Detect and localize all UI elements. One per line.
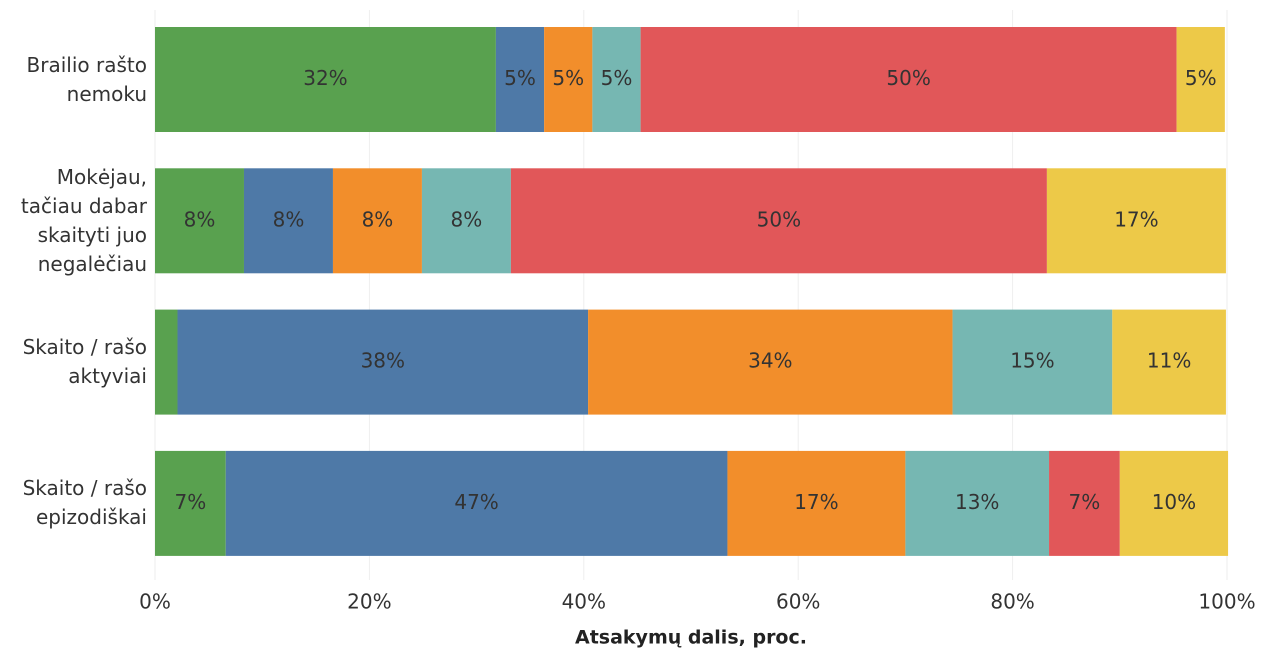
data-label: 17% xyxy=(1114,207,1158,231)
x-tick-label: 0% xyxy=(139,590,171,614)
data-label: 7% xyxy=(175,490,207,514)
data-label: 5% xyxy=(552,66,584,90)
category-label: Skaito / rašo aktyviai xyxy=(22,335,147,389)
data-label: 47% xyxy=(454,490,498,514)
bar-segment xyxy=(640,27,1177,132)
data-label: 13% xyxy=(955,490,999,514)
data-label: 50% xyxy=(757,207,801,231)
bar-segment xyxy=(1176,27,1225,132)
bar-segment xyxy=(727,450,906,556)
data-label: 50% xyxy=(886,66,930,90)
data-label: 34% xyxy=(748,349,792,373)
x-tick-label: 80% xyxy=(990,590,1034,614)
bar-segment xyxy=(588,309,953,415)
data-label: 10% xyxy=(1152,490,1196,514)
data-label: 32% xyxy=(303,66,347,90)
category-label: Mokėjau, tačiau dabar skaityti juo negal… xyxy=(20,164,147,276)
bar-segment xyxy=(155,27,496,132)
bar-segment xyxy=(177,309,589,415)
bar-segment xyxy=(421,168,511,274)
data-label: 5% xyxy=(1185,66,1217,90)
data-label: 17% xyxy=(794,490,838,514)
bar-segment xyxy=(243,168,333,274)
bar-segment xyxy=(1049,450,1120,556)
bar-segment xyxy=(1119,450,1229,556)
data-label: 11% xyxy=(1147,349,1191,373)
bar-segment xyxy=(1112,309,1226,415)
bar-segment xyxy=(1046,168,1226,274)
bar-segment xyxy=(332,168,422,274)
x-tick-label: 100% xyxy=(1198,590,1255,614)
x-tick-label: 20% xyxy=(347,590,391,614)
x-tick-label: 40% xyxy=(562,590,606,614)
bar-segment xyxy=(155,309,178,415)
bar-segment xyxy=(225,450,728,556)
x-tick-label: 60% xyxy=(776,590,820,614)
bar-segment xyxy=(544,27,593,132)
bar-segment xyxy=(905,450,1050,556)
category-label: Skaito / rašo epizodiškai xyxy=(22,476,147,530)
data-label: 8% xyxy=(184,207,216,231)
data-label: 5% xyxy=(504,66,536,90)
data-label: 8% xyxy=(362,207,394,231)
bar-segment xyxy=(155,450,226,556)
data-label: 38% xyxy=(361,349,405,373)
data-label: 7% xyxy=(1069,490,1101,514)
data-label: 8% xyxy=(273,207,305,231)
data-label: 15% xyxy=(1010,349,1054,373)
bar-segment xyxy=(592,27,641,132)
bar-segment xyxy=(155,168,244,274)
bar-segment xyxy=(510,168,1047,274)
bar-segment xyxy=(495,27,545,132)
category-label: Brailio rašto nemoku xyxy=(26,52,147,106)
data-label: 8% xyxy=(451,207,483,231)
bar-segment xyxy=(952,309,1113,415)
x-axis-label: Atsakymų dalis, proc. xyxy=(575,627,807,649)
data-label: 5% xyxy=(601,66,633,90)
